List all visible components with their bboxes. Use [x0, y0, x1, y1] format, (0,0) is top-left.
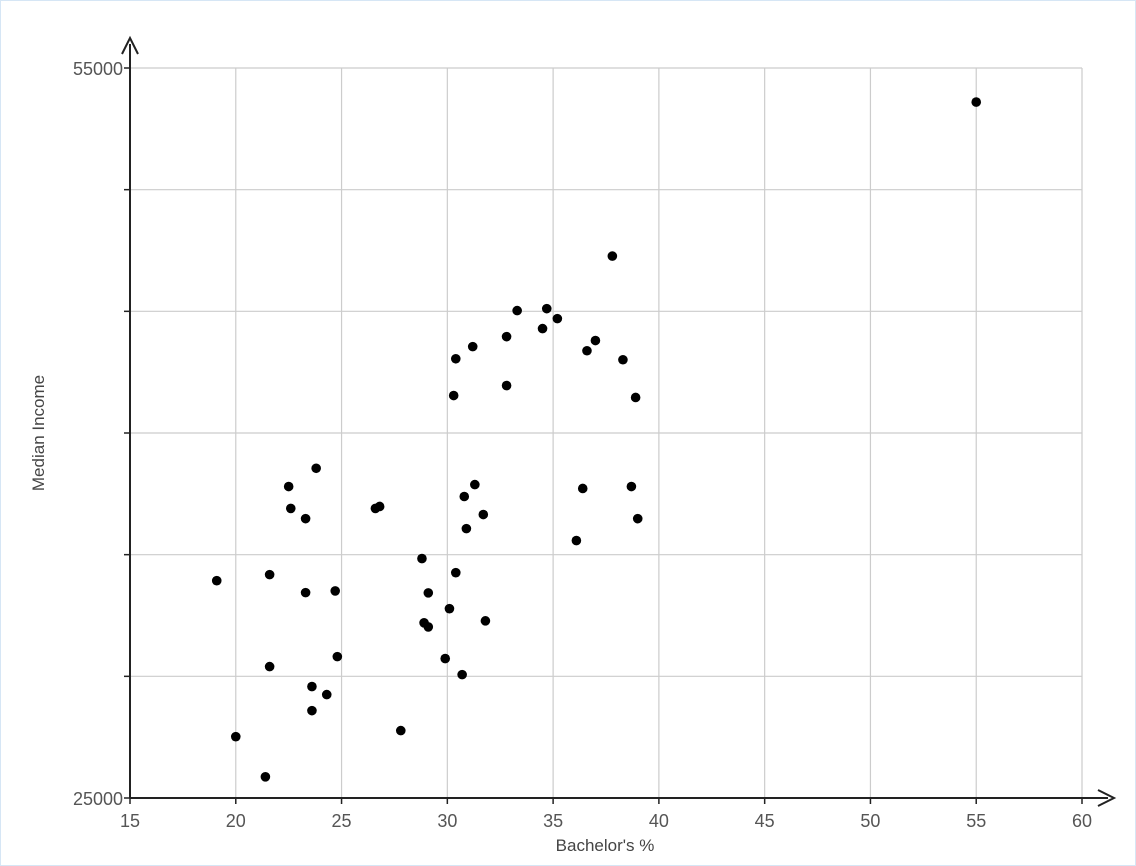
data-point: [480, 616, 491, 626]
data-point: [307, 705, 317, 716]
data-point: [552, 313, 563, 324]
data-point: [444, 603, 455, 614]
data-point: [512, 305, 522, 316]
x-tick-label: 30: [437, 811, 457, 831]
axes: [121, 35, 1117, 807]
data-point: [264, 569, 275, 580]
data-point: [501, 380, 512, 391]
data-point: [571, 535, 582, 546]
data-point: [264, 661, 275, 672]
data-point: [630, 392, 641, 403]
grid: [130, 67, 1083, 798]
data-point: [626, 481, 637, 492]
x-axis-title: Bachelor's %: [556, 836, 655, 855]
data-point: [459, 491, 470, 502]
data-points: [211, 97, 982, 782]
data-point: [450, 353, 461, 364]
tick-labels: 15 20 25 30 35 40 45 50 55 60 25000 55000: [73, 59, 1092, 831]
x-tick-label: 45: [755, 811, 775, 831]
data-point: [607, 251, 618, 261]
data-point: [537, 323, 548, 334]
data-point: [541, 303, 552, 314]
y-tick-label: 55000: [73, 59, 123, 79]
x-tick-label: 40: [649, 811, 669, 831]
data-point: [332, 651, 343, 662]
data-point: [457, 669, 467, 680]
data-point: [417, 553, 427, 564]
x-tick-label: 55: [966, 811, 986, 831]
y-axis-arrow: [121, 35, 139, 55]
data-point: [971, 97, 982, 107]
data-point: [590, 335, 601, 346]
data-point: [470, 479, 480, 490]
x-tick-label: 20: [226, 811, 246, 831]
data-point: [423, 588, 434, 598]
data-point: [283, 481, 294, 492]
data-point: [467, 341, 478, 352]
data-point: [300, 513, 311, 524]
data-point: [260, 772, 271, 782]
x-tick-label: 50: [860, 811, 880, 831]
x-tick-label: 35: [543, 811, 563, 831]
y-tick-label: 25000: [73, 789, 123, 809]
data-point: [395, 725, 406, 736]
data-point: [478, 509, 489, 520]
data-point: [448, 390, 459, 401]
x-axis-arrow: [1097, 789, 1117, 807]
data-point: [321, 689, 332, 700]
data-point: [632, 513, 643, 524]
data-point: [577, 483, 588, 494]
data-point: [450, 567, 461, 578]
data-point: [311, 463, 321, 474]
data-point: [211, 575, 222, 586]
data-point: [440, 653, 451, 664]
x-tick-label: 15: [120, 811, 140, 831]
x-tick-label: 60: [1072, 811, 1092, 831]
data-point: [461, 523, 472, 534]
y-axis-title: Median Income: [29, 375, 48, 491]
data-point: [330, 586, 341, 596]
data-point: [307, 681, 317, 692]
x-tick-label: 25: [332, 811, 352, 831]
data-point: [501, 331, 512, 342]
data-point: [618, 354, 628, 365]
data-point: [423, 622, 434, 632]
data-point: [374, 501, 385, 512]
data-point: [285, 503, 296, 514]
data-point: [300, 587, 311, 598]
data-point: [582, 345, 592, 356]
data-point: [230, 731, 241, 742]
